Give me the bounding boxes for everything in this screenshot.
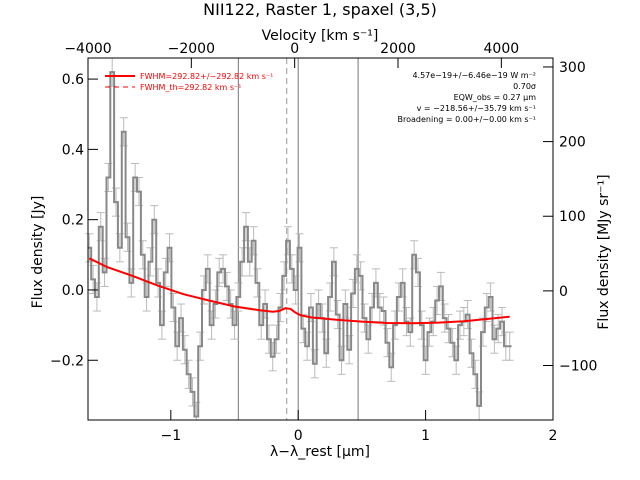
axis-ticks: −1 0 1 2−0.20.00.20.40.6−4000 −2000 0 2000 4000… (50, 41, 597, 444)
right-y-tick-label-4: 300 (559, 60, 586, 76)
right-y-tick-label-0: −100 (559, 359, 597, 375)
reference-lines (237, 58, 359, 420)
x-tick-label-0: −1 (160, 428, 181, 444)
y-axis-label: Flux density [Jy] (30, 196, 46, 309)
right-y-tick-label-2: 100 (559, 209, 586, 225)
y-tick-label-4: 0.6 (62, 72, 84, 88)
top-x-tick-label-3: 2000 (380, 41, 416, 57)
fit-annotations: 4.57e−19+/−6.46e−19 W m⁻² 0.70σ EQW_obs … (398, 71, 537, 124)
right-y-tick-label-1: 0 (559, 284, 568, 300)
plot-frame (87, 57, 554, 421)
legend: FWHM=292.82+/−292.82 km s⁻¹ FWHM_th=292.… (105, 72, 273, 92)
legend-label-th: FWHM_th=292.82 km s⁻¹ (140, 83, 241, 92)
annotation-flux: 4.57e−19+/−6.46e−19 W m⁻² (412, 71, 536, 80)
top-x-tick-label-4: 4000 (484, 41, 520, 57)
annotation-broadening: Broadening = 0.00+/−0.00 km s⁻¹ (398, 115, 536, 124)
annotation-sigma: 0.70σ (513, 82, 536, 91)
annotation-velocity: v = −218.56+/−35.79 km s⁻¹ (417, 104, 536, 113)
chart-title: NII122, Raster 1, spaxel (3,5) (203, 0, 437, 19)
y-tick-label-0: −0.2 (50, 353, 84, 369)
data-series-step (87, 71, 512, 418)
top-x-tick-label-2: 0 (290, 41, 299, 57)
annotation-eqw: EQW_obs = 0.27 μm (454, 93, 537, 102)
fit-series-line (88, 257, 510, 325)
x-tick-label-2: 1 (421, 428, 430, 444)
y-tick-label-1: 0.0 (62, 283, 84, 299)
x-tick-label-3: 2 (549, 428, 558, 444)
legend-label-fit: FWHM=292.82+/−292.82 km s⁻¹ (140, 72, 273, 81)
y-tick-label-2: 0.2 (62, 213, 84, 229)
right-y-axis-label: Flux density [MJy sr⁻¹] (596, 174, 612, 329)
right-y-tick-label-3: 200 (559, 135, 586, 151)
top-x-tick-label-0: −4000 (64, 41, 111, 57)
top-x-tick-label-1: −2000 (168, 41, 215, 57)
y-tick-label-3: 0.4 (62, 142, 84, 158)
top-x-axis-label: Velocity [km s⁻¹] (262, 28, 379, 44)
x-axis-label: λ−λ_rest [μm] (270, 444, 370, 460)
x-tick-label-1: 0 (294, 428, 303, 444)
